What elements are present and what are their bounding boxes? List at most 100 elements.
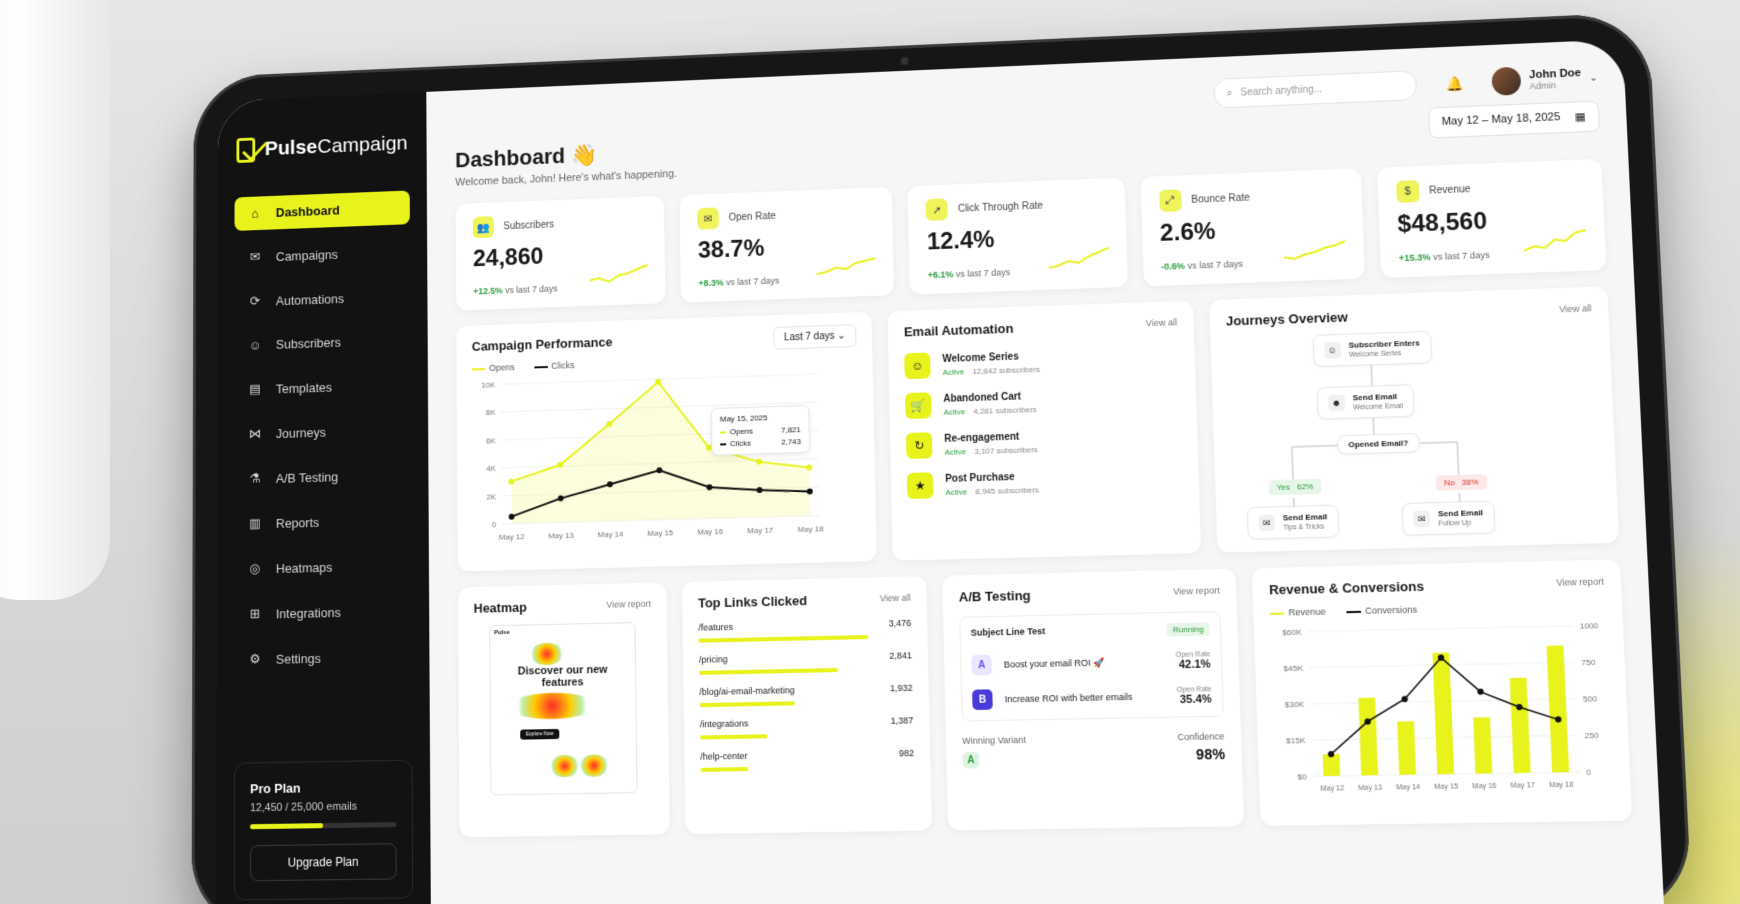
sidebar-item-journeys[interactable]: ⋈ Journeys bbox=[234, 412, 411, 452]
links-list: /features 3,476/pricing 2,841/blog/ai-emai… bbox=[698, 618, 914, 772]
card-title: Email Automation bbox=[904, 315, 1178, 339]
view-all-link[interactable]: View all bbox=[1146, 317, 1178, 328]
sidebar: PulseCampaign ⌂ Dashboard ✉ Campaigns ⟳ Autom… bbox=[216, 92, 430, 904]
automation-item[interactable]: ☺ Welcome Series Active 12,842 subscribers bbox=[904, 344, 1178, 379]
kpi-icon: ⤢ bbox=[1159, 189, 1182, 212]
middle-row: Campaign Performance Last 7 days ⌄ Opens… bbox=[456, 286, 1619, 571]
variant-a[interactable]: A Boost your email ROI 🚀 Open Rate 42.1% bbox=[971, 650, 1211, 675]
kpi-card-open-rate[interactable]: ✉ Open Rate 38.7% +8.3% vs last 7 days bbox=[680, 187, 895, 303]
gear-icon: ⚙ bbox=[247, 651, 262, 667]
view-all-link[interactable]: View all bbox=[1559, 303, 1592, 314]
legend-clicks: Clicks bbox=[534, 360, 575, 371]
sparkline bbox=[1048, 244, 1111, 272]
revenue-bar[interactable] bbox=[1397, 721, 1416, 775]
search-icon: ⌕ bbox=[1226, 88, 1232, 99]
sparkline bbox=[1283, 235, 1347, 263]
revenue-bar[interactable] bbox=[1473, 717, 1492, 773]
journey-node-entry[interactable]: ☺ Subscriber Enters Welcome Series bbox=[1312, 331, 1432, 367]
revenue-bar[interactable] bbox=[1546, 645, 1569, 772]
legend-conversions: Conversions bbox=[1346, 604, 1417, 616]
variant-b[interactable]: B Increase ROI with better emails Open R… bbox=[972, 685, 1212, 710]
link-row[interactable]: /pricing 2,841 bbox=[699, 650, 912, 675]
winner-badge: A bbox=[962, 752, 979, 769]
journey-node-followup[interactable]: ✉ Send Email Follow Up bbox=[1401, 501, 1495, 536]
sidebar-item-integrations[interactable]: ⊞ Integrations bbox=[234, 592, 412, 632]
journey-node-tips[interactable]: ✉ Send Email Tips & Tricks bbox=[1246, 505, 1339, 540]
journey-node-welcome[interactable]: ☻ Send Email Welcome Email bbox=[1316, 384, 1415, 419]
kpi-label: Click Through Rate bbox=[958, 200, 1043, 214]
y-tick: 8K bbox=[486, 408, 496, 417]
kpi-label: Open Rate bbox=[728, 210, 775, 223]
card-title: Revenue & Conversions bbox=[1269, 574, 1605, 597]
user-icon: ☻ bbox=[1328, 395, 1345, 412]
logo[interactable]: PulseCampaign bbox=[218, 92, 427, 198]
vase bbox=[0, 0, 110, 600]
y-tick: 10K bbox=[481, 380, 496, 389]
sidebar-item-a-b-testing[interactable]: ⚗ A/B Testing bbox=[234, 457, 411, 497]
link-row[interactable]: /integrations 1,387 bbox=[700, 715, 914, 739]
y2-tick: 1000 bbox=[1579, 621, 1599, 631]
sidebar-item-label: Templates bbox=[276, 379, 332, 395]
sidebar-item-reports[interactable]: ▥ Reports bbox=[234, 502, 411, 542]
kpi-card-bounce-rate[interactable]: ⤢ Bounce Rate 2.6% -0.6% vs last 7 days bbox=[1140, 168, 1365, 286]
sparkline bbox=[817, 252, 879, 280]
automation-item[interactable]: 🛒 Abandoned Cart Active 4,281 subscribers bbox=[905, 384, 1180, 419]
kpi-label: Revenue bbox=[1429, 184, 1471, 197]
upgrade-plan-button[interactable]: Upgrade Plan bbox=[250, 843, 397, 881]
link-row[interactable]: /help-center 982 bbox=[700, 748, 914, 772]
y-tick: 2K bbox=[486, 492, 496, 501]
view-report-link[interactable]: View report bbox=[1173, 585, 1220, 596]
bell-icon[interactable]: 🔔 bbox=[1445, 75, 1464, 93]
page-title: Dashboard 👋 bbox=[455, 139, 677, 173]
revenue-bar[interactable] bbox=[1510, 678, 1531, 773]
revenue-bar[interactable] bbox=[1358, 698, 1378, 776]
kpi-icon: $ bbox=[1396, 180, 1419, 203]
sidebar-item-automations[interactable]: ⟳ Automations bbox=[234, 278, 410, 319]
revenue-bar-chart: $0 0$15K250$30K500$45K750$60K1000May 12 Ma… bbox=[1270, 615, 1613, 808]
user-menu[interactable]: John Doe Admin ⌄ bbox=[1492, 63, 1598, 95]
sidebar-item-heatmaps[interactable]: ◎ Heatmaps bbox=[234, 547, 412, 587]
link-row[interactable]: /features 3,476 bbox=[698, 618, 911, 643]
kpi-card-revenue[interactable]: $ Revenue $48,560 +15.3% vs last 7 days bbox=[1377, 159, 1607, 278]
sidebar-item-settings[interactable]: ⚙ Settings bbox=[234, 638, 412, 677]
link-row[interactable]: /blog/ai-email-marketing 1,932 bbox=[699, 683, 913, 707]
kpi-card-click-through-rate[interactable]: ➚ Click Through Rate 12.4% +6.1% vs last 7 … bbox=[908, 178, 1128, 295]
y2-tick: 0 bbox=[1586, 767, 1592, 777]
journey-decision[interactable]: Opened Email? bbox=[1337, 433, 1421, 455]
plan-usage: 12,450 / 25,000 emails bbox=[250, 800, 396, 814]
view-report-link[interactable]: View report bbox=[606, 599, 651, 610]
legend-opens: Opens bbox=[472, 362, 515, 373]
reports-icon: ▥ bbox=[247, 516, 262, 532]
sidebar-item-subscribers[interactable]: ☺ Subscribers bbox=[234, 323, 410, 363]
confidence-value: 98% bbox=[1178, 746, 1225, 763]
range-select[interactable]: Last 7 days ⌄ bbox=[773, 324, 857, 350]
date-range-picker[interactable]: May 12 – May 18, 2025 ▦ bbox=[1428, 100, 1600, 138]
ab-result: Winning Variant A Confidence 98% bbox=[962, 731, 1225, 768]
sidebar-item-label: Integrations bbox=[276, 605, 341, 621]
heatmap-icon: ◎ bbox=[247, 561, 262, 577]
y-tick: $0 bbox=[1297, 772, 1307, 782]
automation-item[interactable]: ↻ Re-engagement Active 3,107 subscribers bbox=[906, 425, 1181, 459]
sparkline bbox=[590, 261, 650, 289]
view-all-link[interactable]: View all bbox=[880, 593, 911, 604]
automation-item[interactable]: ★ Post Purchase Active 8,945 subscribers bbox=[907, 465, 1182, 499]
sidebar-item-label: Heatmaps bbox=[276, 559, 332, 575]
x-tick: May 17 bbox=[1510, 782, 1535, 790]
kpi-card-subscribers[interactable]: 👥 Subscribers 24,860 +12.5% vs last 7 days bbox=[455, 196, 665, 311]
sidebar-item-templates[interactable]: ▤ Templates bbox=[234, 367, 410, 408]
campaign-performance-card: Campaign Performance Last 7 days ⌄ Opens… bbox=[456, 312, 877, 572]
x-tick: May 14 bbox=[1396, 784, 1421, 792]
x-tick: May 16 bbox=[1472, 783, 1497, 791]
chevron-down-icon: ⌄ bbox=[1589, 72, 1597, 83]
sidebar-item-label: Subscribers bbox=[276, 335, 341, 352]
camera bbox=[901, 57, 909, 65]
revenue-bar[interactable] bbox=[1432, 653, 1454, 775]
search-input[interactable]: ⌕ Search anything... bbox=[1213, 70, 1417, 108]
view-report-link[interactable]: View report bbox=[1556, 576, 1604, 587]
y2-tick: 500 bbox=[1583, 694, 1598, 704]
sidebar-item-dashboard[interactable]: ⌂ Dashboard bbox=[235, 190, 410, 231]
y2-tick: 250 bbox=[1584, 731, 1599, 741]
sidebar-item-campaigns[interactable]: ✉ Campaigns bbox=[234, 234, 410, 275]
revenue-bar[interactable] bbox=[1323, 754, 1340, 776]
tablet: PulseCampaign ⌂ Dashboard ✉ Campaigns ⟳ Autom… bbox=[192, 12, 1693, 904]
